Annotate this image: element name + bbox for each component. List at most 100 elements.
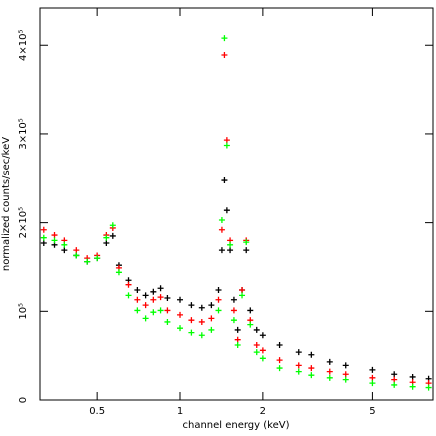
data-point xyxy=(61,247,68,254)
data-point xyxy=(150,288,157,295)
data-point xyxy=(243,247,250,254)
data-point xyxy=(51,237,58,244)
data-point xyxy=(218,247,225,254)
data-point xyxy=(73,247,80,254)
data-point xyxy=(326,358,333,365)
data-point xyxy=(308,372,315,379)
data-point xyxy=(342,362,349,369)
data-point xyxy=(164,307,171,314)
data-point xyxy=(223,142,230,149)
data-point xyxy=(295,349,302,356)
data-point xyxy=(218,216,225,223)
data-point xyxy=(391,371,398,378)
data-point xyxy=(221,177,228,184)
y-tick-label: 2×10⁵ xyxy=(18,207,29,238)
data-point xyxy=(51,232,58,239)
data-point xyxy=(109,222,116,229)
data-point xyxy=(227,247,234,254)
data-point xyxy=(409,373,416,380)
data-point xyxy=(369,374,376,381)
data-point xyxy=(308,351,315,358)
data-point xyxy=(276,357,283,364)
data-point xyxy=(164,318,171,325)
data-point xyxy=(369,380,376,387)
data-point xyxy=(234,336,241,343)
data-point xyxy=(198,318,205,325)
data-point xyxy=(188,302,195,309)
data-point xyxy=(221,35,228,42)
data-point xyxy=(109,232,116,239)
data-point xyxy=(61,241,68,248)
data-point xyxy=(326,374,333,381)
data-point xyxy=(391,376,398,383)
data-point xyxy=(115,269,122,276)
data-point xyxy=(208,326,215,333)
y-tick-label: 0 xyxy=(18,397,29,403)
data-point xyxy=(295,362,302,369)
plot-frame xyxy=(39,7,434,401)
data-point xyxy=(326,368,333,375)
x-tick-label: 0.5 xyxy=(89,406,105,417)
data-point xyxy=(276,365,283,372)
x-tick-label: 2 xyxy=(260,406,266,417)
data-point xyxy=(150,296,157,303)
data-point xyxy=(391,381,398,388)
x-axis-title: channel energy (keV) xyxy=(182,420,289,431)
data-point xyxy=(230,307,237,314)
data-point xyxy=(295,368,302,375)
data-point xyxy=(342,371,349,378)
data-point xyxy=(223,137,230,144)
data-point xyxy=(227,241,234,248)
x-tick-label: 5 xyxy=(369,406,375,417)
data-point xyxy=(150,309,157,316)
data-point xyxy=(247,307,254,314)
data-point xyxy=(84,258,91,265)
data-point xyxy=(198,332,205,339)
data-point xyxy=(40,234,47,241)
data-point xyxy=(164,295,171,302)
y-tick-label: 10⁵ xyxy=(18,303,29,320)
data-point xyxy=(142,292,149,299)
data-point xyxy=(215,307,222,314)
data-point xyxy=(177,311,184,318)
data-point xyxy=(253,342,260,349)
data-point xyxy=(177,325,184,332)
data-point xyxy=(198,304,205,311)
data-point xyxy=(103,234,110,241)
data-point xyxy=(94,255,101,262)
data-point xyxy=(223,207,230,214)
data-point xyxy=(142,315,149,322)
data-point xyxy=(208,315,215,322)
data-point xyxy=(142,302,149,309)
data-point xyxy=(73,252,80,259)
data-point xyxy=(157,294,164,301)
data-point xyxy=(177,296,184,303)
data-point xyxy=(134,296,141,303)
data-point xyxy=(425,384,432,391)
data-point xyxy=(276,342,283,349)
data-point xyxy=(188,329,195,336)
data-point xyxy=(221,52,228,59)
x-tick-label: 1 xyxy=(177,406,183,417)
data-point xyxy=(134,287,141,294)
y-tick-label: 4×10⁵ xyxy=(18,30,29,61)
data-point xyxy=(157,307,164,314)
data-point xyxy=(40,226,47,233)
data-point xyxy=(247,321,254,328)
data-point xyxy=(125,281,132,288)
data-point xyxy=(103,240,110,247)
data-point xyxy=(125,292,132,299)
data-point xyxy=(409,383,416,390)
data-point xyxy=(259,332,266,339)
data-point xyxy=(230,317,237,324)
data-point xyxy=(243,239,250,246)
data-point xyxy=(188,317,195,324)
y-tick-label: 3×10⁵ xyxy=(18,118,29,149)
data-point xyxy=(40,240,47,247)
data-point xyxy=(208,302,215,309)
data-point xyxy=(259,355,266,362)
data-point xyxy=(215,287,222,294)
data-point xyxy=(215,296,222,303)
data-point xyxy=(157,285,164,292)
data-point xyxy=(218,226,225,233)
